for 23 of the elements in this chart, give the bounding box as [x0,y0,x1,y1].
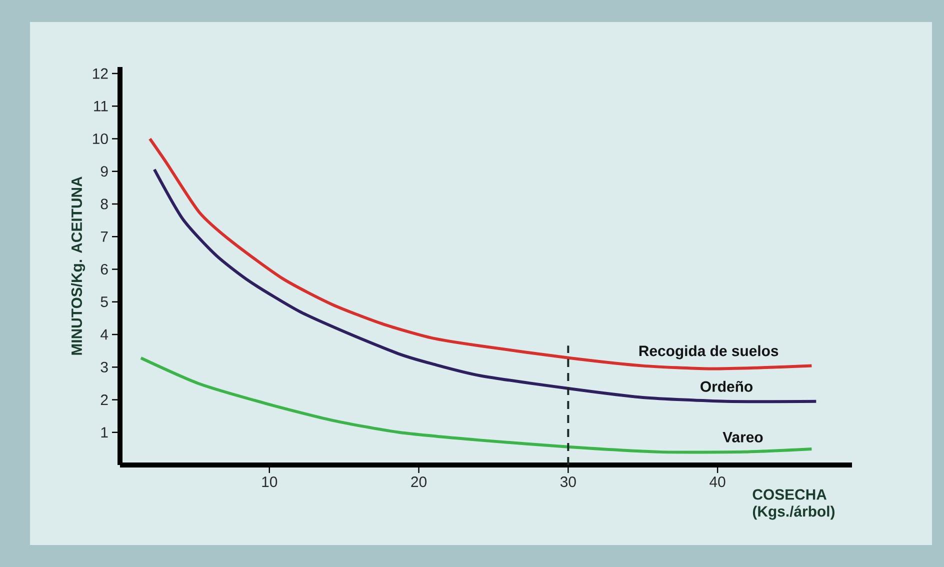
y-tick-label: 6 [100,264,108,275]
x-tick-label: 20 [411,476,426,488]
y-tick-label: 7 [100,231,108,242]
y-axis-title: MINUTOS/Kg. ACEITUNA [71,176,86,355]
y-tick-label: 11 [94,100,108,112]
line-series [148,137,814,370]
y-tick-label: 9 [100,166,108,177]
y-tick-label: 2 [100,394,108,405]
line-series [152,168,818,404]
y-tick-label: 3 [100,362,108,372]
y-tick-label: 5 [100,296,108,308]
x-tick-label: 40 [710,476,726,488]
x-tick-label: 10 [262,476,278,488]
x-axis-title: COSECHA (Kgs./árbol) [752,489,834,520]
y-tick-label: 12 [93,68,108,79]
y-tick-label: 1 [101,427,108,438]
x-tick-label: 30 [560,476,576,488]
y-tick-label: 8 [100,198,108,210]
y-tick-label: 4 [100,329,108,340]
series-label: Ordeño [700,380,753,392]
y-tick-label: 10 [93,133,108,144]
series-label: Recogida de suelos [639,345,778,360]
series-label: Vareo [722,432,763,442]
